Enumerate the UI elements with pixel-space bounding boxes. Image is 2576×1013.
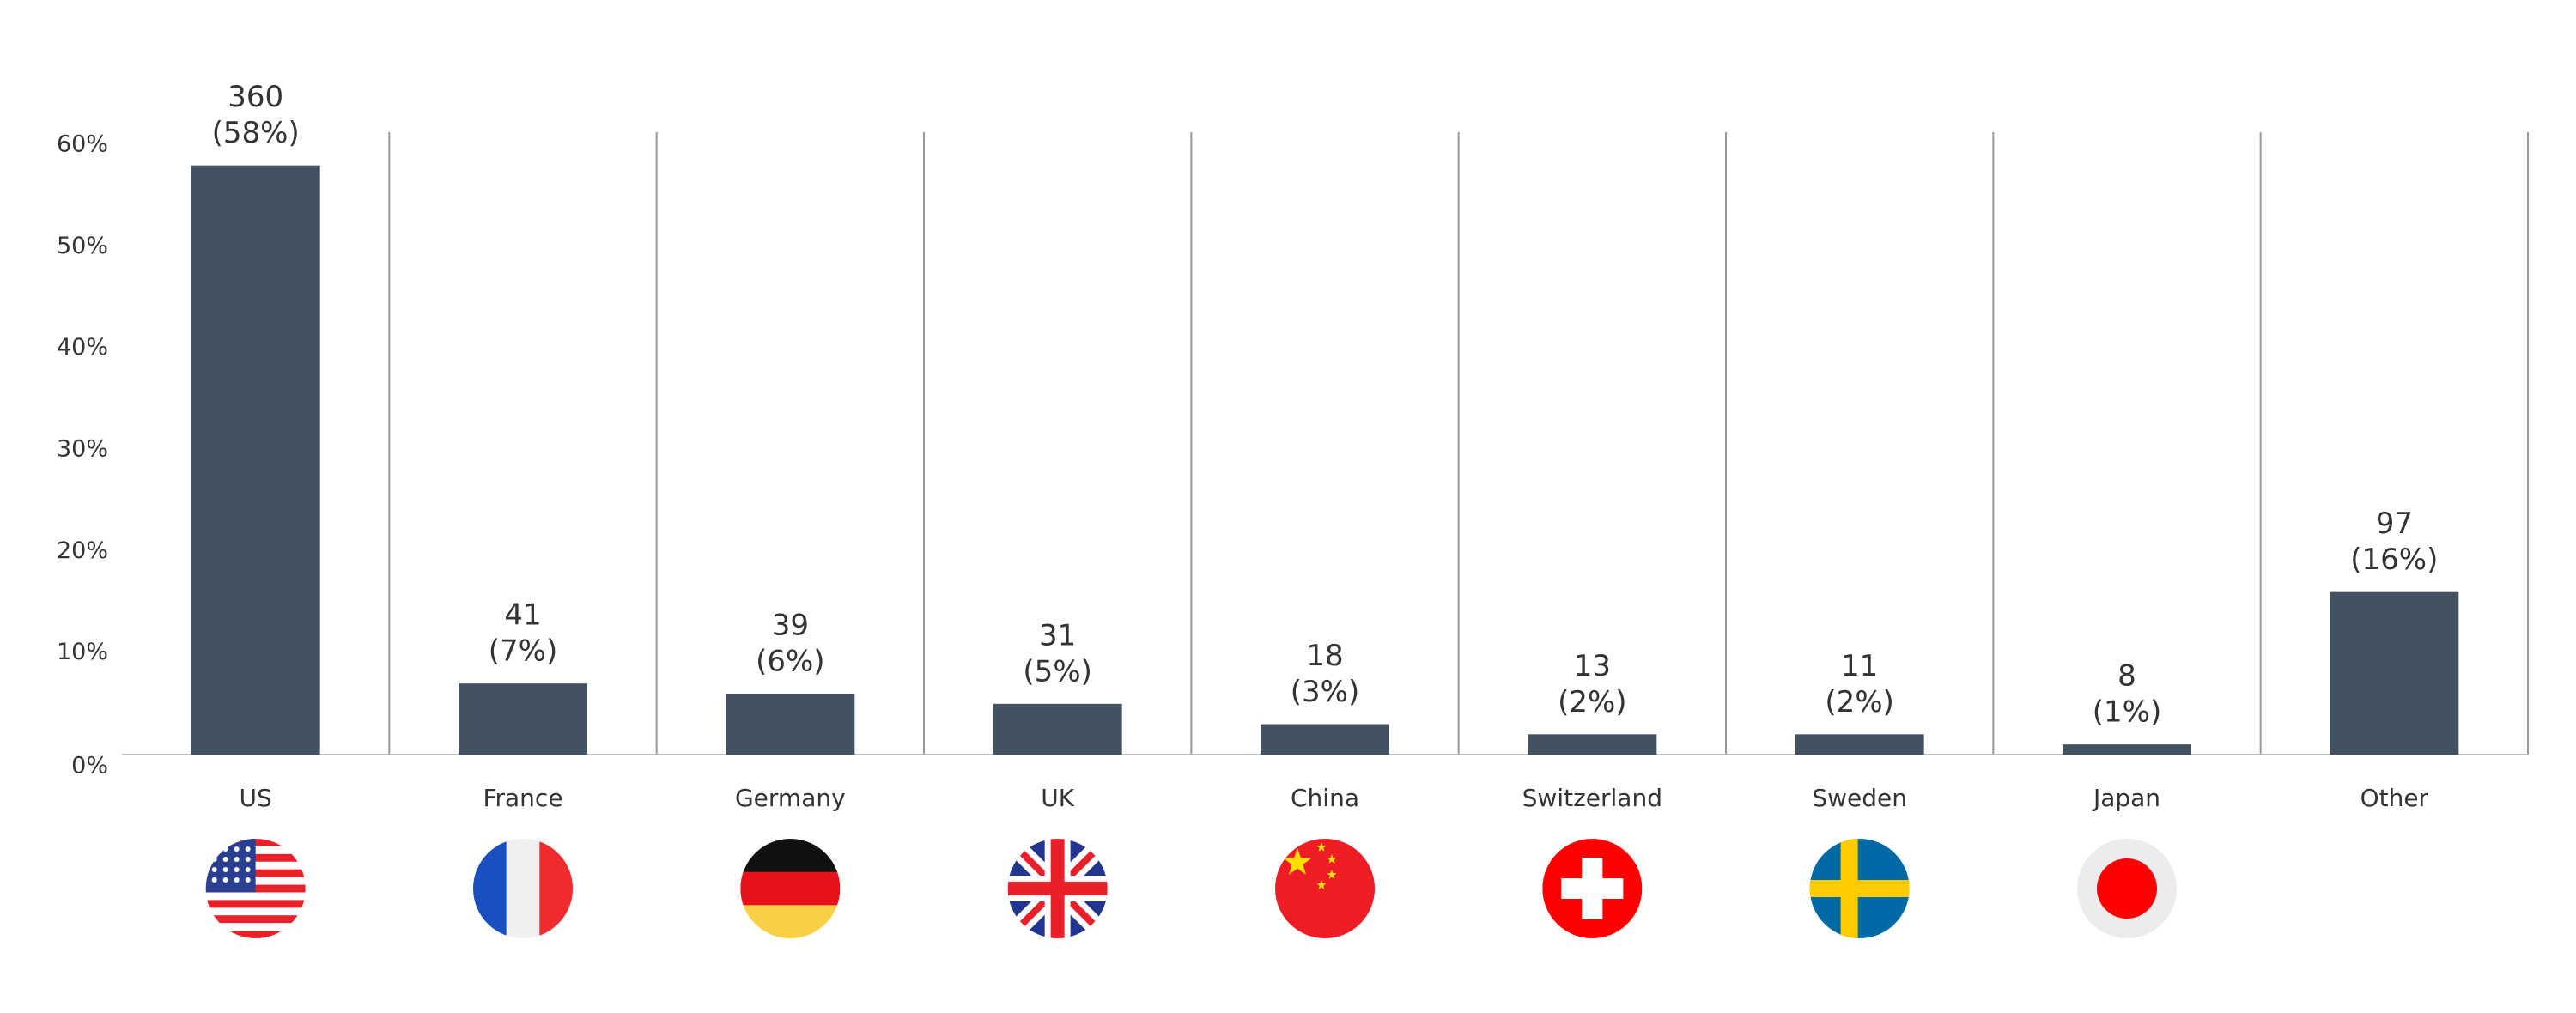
flag-star [1316, 842, 1327, 852]
flag-star [1327, 870, 1337, 879]
flag-star [234, 867, 240, 872]
flag-band [506, 839, 540, 938]
flag-star [222, 867, 228, 872]
y-tick-label: 20% [57, 537, 108, 564]
flag-icon [1007, 839, 1108, 938]
flag-star [234, 857, 240, 862]
y-tick-label: 50% [57, 233, 108, 259]
flag-star [245, 857, 251, 862]
x-tick-label: Sweden [1812, 784, 1907, 812]
value-label-count: 360 [228, 80, 283, 114]
flag-star [211, 846, 217, 852]
y-tick-label: 60% [57, 131, 108, 158]
bar [2063, 744, 2191, 755]
value-label: (7%) [489, 634, 557, 669]
y-tick-label: 0% [71, 753, 108, 779]
value-label-count: 18 [1306, 639, 1343, 673]
flag-disc [2097, 858, 2157, 919]
bar [993, 703, 1122, 755]
value-label: (2%) [1558, 685, 1626, 719]
flag-stripe [205, 907, 306, 916]
value-label: (5%) [1023, 654, 1091, 688]
flag-icon [205, 839, 306, 938]
x-tick-label: UK [1041, 784, 1074, 812]
x-tick-label: China [1291, 784, 1359, 812]
flag-icon [740, 839, 841, 938]
flag-icon [1542, 839, 1643, 938]
bar [726, 694, 855, 755]
flag-band [740, 871, 841, 906]
flag-cross [1561, 878, 1624, 899]
bar [191, 165, 320, 755]
flag-bg [1275, 839, 1375, 938]
value-label-count: 39 [772, 609, 809, 643]
value-label-count: 11 [1841, 649, 1878, 683]
flag-star [211, 867, 217, 872]
flag-cross-red [1007, 839, 1108, 938]
flag-stripe [205, 931, 306, 938]
flag-band [473, 839, 507, 938]
x-tick-label: Switzerland [1522, 784, 1662, 812]
value-label: (2%) [1825, 685, 1893, 719]
flag-icon [1809, 839, 1910, 938]
flag-icon [473, 839, 573, 938]
flag-stripe [205, 923, 306, 931]
value-label: (58%) [212, 116, 300, 150]
x-tick-label: Japan [2092, 784, 2160, 812]
y-tick-label: 30% [57, 436, 108, 463]
bar [1528, 734, 1657, 755]
value-label: (3%) [1291, 675, 1359, 709]
bar [1261, 724, 1389, 755]
flag-icon [2077, 839, 2177, 938]
bar [2330, 591, 2459, 755]
flag-star [222, 877, 228, 883]
value-label-count: 41 [504, 598, 541, 633]
flag-star [234, 877, 240, 883]
flag-stripe [205, 915, 306, 924]
value-label-count: 13 [1574, 649, 1611, 683]
flag-star [245, 846, 251, 852]
x-tick-label: France [483, 784, 562, 812]
x-tick-label: US [240, 784, 272, 812]
bar [1795, 734, 1924, 755]
flag-star [1283, 848, 1312, 875]
value-label: (1%) [2093, 695, 2161, 730]
flag-band [740, 839, 841, 873]
flag-icon [1275, 839, 1375, 938]
flag-star [211, 857, 217, 862]
x-tick-label: Germany [735, 784, 846, 812]
bar [459, 683, 587, 755]
flag-cross [1809, 880, 1910, 897]
flag-star [222, 846, 228, 852]
value-label: (16%) [2350, 543, 2438, 577]
flag-star [1327, 854, 1337, 864]
value-label-count: 97 [2376, 506, 2413, 541]
flag-stripe [205, 892, 306, 901]
flag-star [245, 877, 251, 883]
flag-stripe [205, 900, 306, 908]
y-tick-label: 40% [57, 334, 108, 361]
flag-star [245, 867, 251, 872]
value-label-count: 8 [2117, 659, 2136, 694]
flag-star [222, 857, 228, 862]
y-tick-label: 10% [57, 639, 108, 665]
flag-band [539, 839, 573, 938]
flag-band [740, 905, 841, 938]
flag-star [234, 846, 240, 852]
flag-star [211, 877, 217, 883]
value-label-count: 31 [1039, 618, 1076, 652]
value-label: (6%) [756, 645, 824, 679]
flag-star [1316, 880, 1327, 889]
x-tick-label: Other [2360, 784, 2429, 812]
